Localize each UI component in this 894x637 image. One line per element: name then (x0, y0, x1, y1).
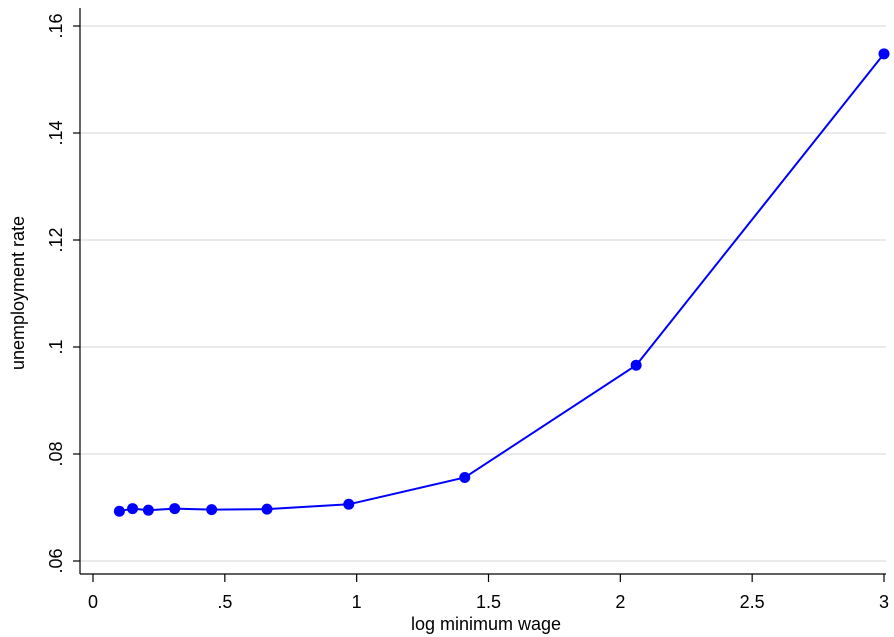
x-tick-label: .5 (217, 592, 232, 612)
data-point (206, 504, 218, 516)
y-tick-label: .12 (46, 227, 66, 252)
series-line (119, 53, 885, 513)
axes (79, 8, 886, 575)
y-tick-label: .1 (46, 339, 66, 354)
data-point (343, 498, 355, 510)
x-tick-label: 1.5 (476, 592, 501, 612)
data-point (459, 472, 471, 484)
x-tick-label: 2.5 (740, 592, 765, 612)
series-layer (113, 48, 890, 517)
data-point (169, 503, 181, 515)
x-axis-label: log minimum wage (411, 614, 561, 634)
ticks: .06 .08 .1 .12 .14 .16 0 .5 1 1.5 2 2.5 3 (46, 13, 889, 612)
y-tick-label: .06 (46, 548, 66, 573)
y-tick-label: .16 (46, 13, 66, 38)
data-point (878, 48, 890, 60)
gridlines (80, 25, 886, 562)
data-point (127, 503, 139, 515)
data-point (630, 359, 642, 371)
x-tick-label: 0 (88, 592, 98, 612)
x-tick-label: 2 (615, 592, 625, 612)
y-tick-label: .14 (46, 120, 66, 145)
x-tick-label: 1 (352, 592, 362, 612)
y-tick-label: .08 (46, 441, 66, 466)
data-point (261, 503, 273, 515)
y-axis-label: unemployment rate (8, 216, 28, 370)
x-tick-label: 3 (879, 592, 889, 612)
data-point (113, 505, 125, 517)
data-point (142, 504, 154, 516)
